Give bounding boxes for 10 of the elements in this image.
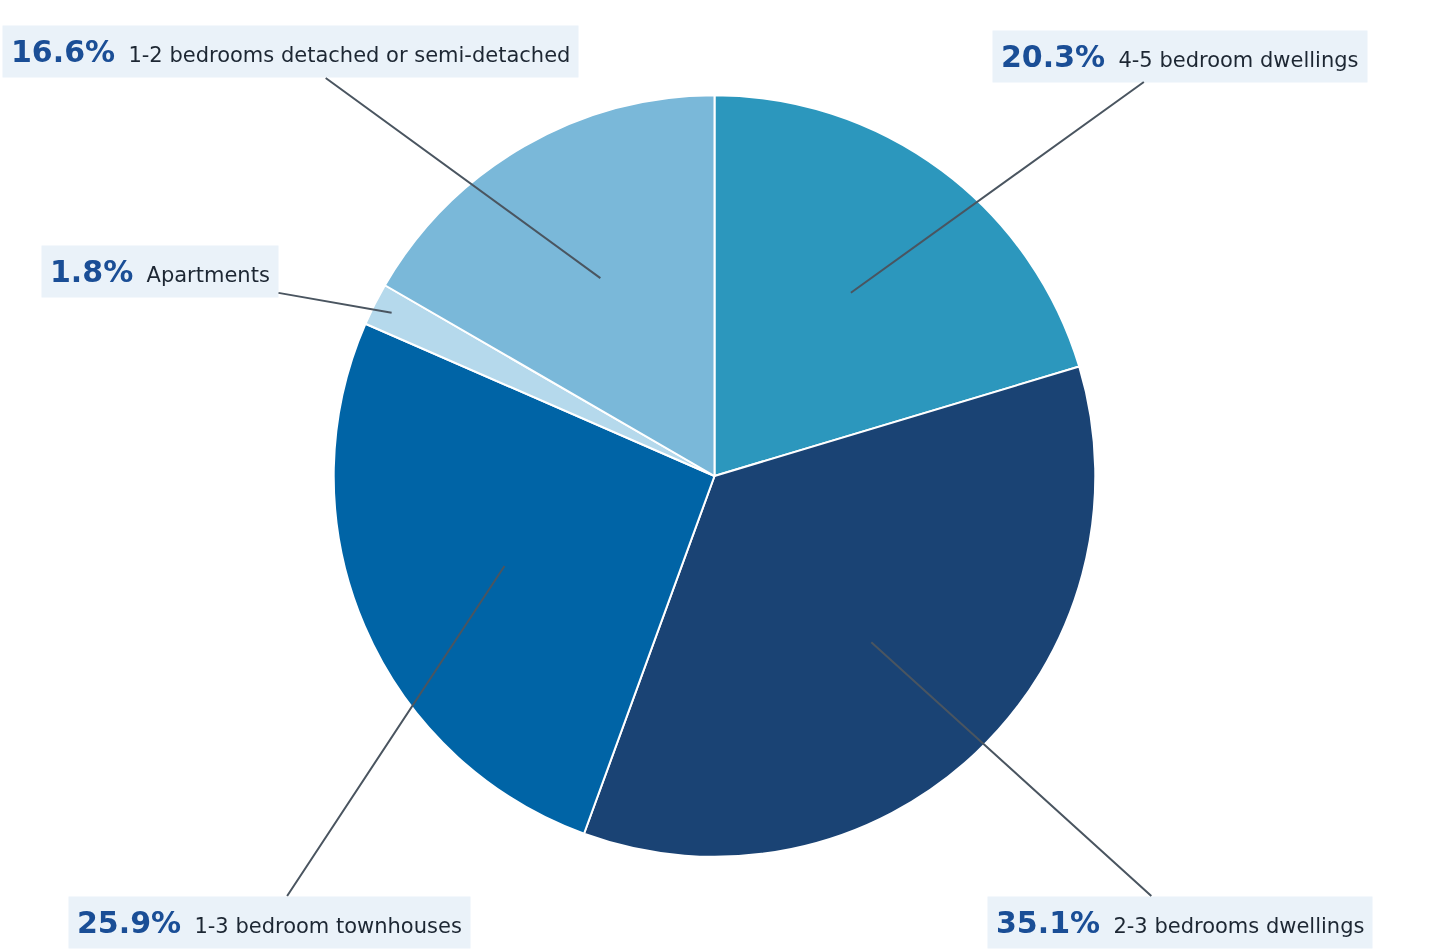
slice-label: 2-3 bedrooms dwellings: [1113, 914, 1365, 938]
data-label: 20.3%: [1001, 39, 1106, 74]
data-label: 25.9%: [77, 905, 182, 940]
slice-label: 1-2 bedrooms detached or semi-detached: [128, 43, 571, 67]
data-label: 1.8%: [50, 254, 134, 289]
data-label: 16.6%: [11, 34, 116, 69]
slice-label: 1-3 bedroom townhouses: [194, 914, 462, 938]
slice-label: 4-5 bedroom dwellings: [1118, 48, 1359, 72]
data-label: 35.1%: [996, 905, 1101, 940]
slice-label: Apartments: [146, 263, 270, 287]
